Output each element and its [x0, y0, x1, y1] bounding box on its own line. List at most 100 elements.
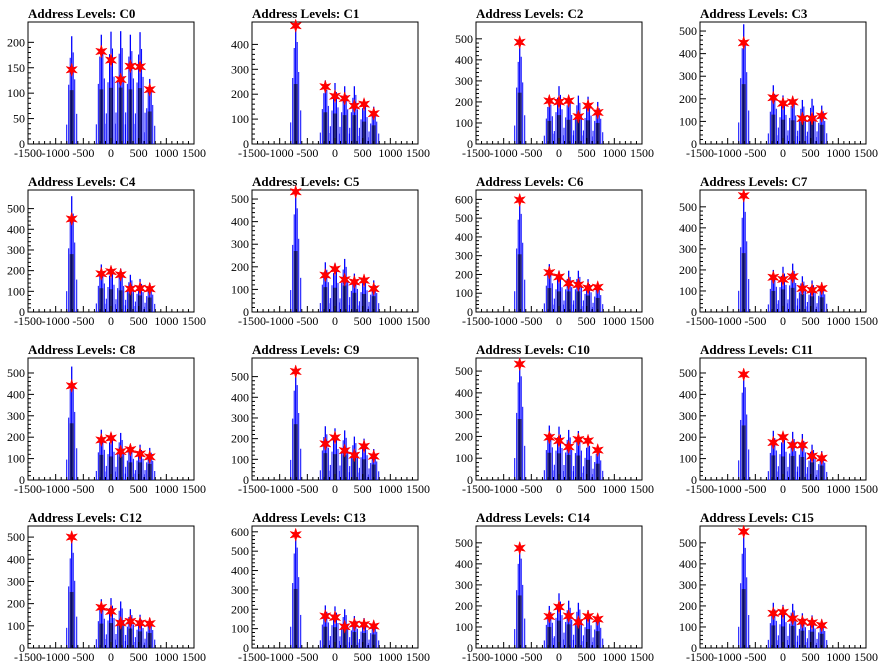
y-tick-label: 200 [7, 264, 25, 278]
x-tick-label: 1500 [854, 482, 878, 496]
histogram-peak [368, 448, 380, 480]
histogram-peak [144, 618, 156, 648]
chart-title: Address Levels: C6 [476, 174, 584, 189]
histogram-peak [329, 263, 341, 312]
histogram-peak [592, 447, 604, 480]
chart-panel-c7: Address Levels: C7 0 100 200 300 400 500 -1500-… [672, 168, 896, 336]
x-tick-label: -1000 [490, 482, 518, 496]
peak-marker [591, 442, 605, 458]
peak-marker [552, 269, 566, 285]
x-tick-label: -1000 [266, 650, 294, 664]
peak-marker [562, 439, 576, 455]
peak-marker [542, 429, 556, 445]
y-tick-label: 200 [7, 430, 25, 444]
x-tick-label: -1000 [266, 314, 294, 328]
chart-panel-c3: Address Levels: C3 0 100 200 300 400 500 -1500-… [672, 0, 896, 168]
histogram-peak [514, 41, 526, 144]
peak-marker [795, 437, 809, 453]
peak-marker [776, 604, 790, 620]
y-tick-label: 300 [679, 69, 697, 83]
peak-marker [513, 34, 527, 50]
chart-panel-c14: Address Levels: C14 0 100 200 300 400 500 -1500… [448, 504, 672, 672]
peak-marker [562, 275, 576, 291]
y-tick-label: 100 [7, 86, 25, 100]
y-tick-label: 0 [19, 305, 25, 319]
x-tick-label: 0 [556, 650, 562, 664]
chart-title: Address Levels: C1 [252, 6, 360, 21]
chart-title: Address Levels: C13 [252, 510, 366, 525]
y-tick-label: 500 [455, 211, 473, 225]
y-tick-label: 400 [679, 47, 697, 61]
x-tick-label: 0 [108, 146, 114, 160]
x-tick-label: 1500 [182, 314, 206, 328]
peak-marker [65, 211, 79, 227]
y-tick-label: 400 [455, 53, 473, 67]
histogram-peak [105, 31, 117, 144]
x-tick-label: 1000 [826, 482, 850, 496]
x-tick-label: -1500 [14, 314, 42, 328]
y-tick-label: 100 [231, 622, 249, 636]
y-tick-label: 600 [231, 525, 249, 539]
x-tick-label: 500 [802, 146, 820, 160]
y-tick-label: 400 [231, 37, 249, 51]
peak-marker [123, 281, 137, 297]
chart-svg: 0 100 200 300 400 500 -1500 -1000 -500 0 500 1000 15… [455, 21, 654, 160]
chart-svg: 0 100 200 300 400 500 -1500 -1000 -500 0 500 1000 15… [7, 189, 206, 328]
peak-marker [805, 111, 819, 126]
peak-marker [123, 58, 137, 74]
y-tick-label: 300 [679, 409, 697, 423]
x-tick-label: -500 [296, 650, 318, 664]
chart-title: Address Levels: C15 [700, 510, 814, 525]
y-tick-label: 200 [231, 87, 249, 101]
x-tick-label: 500 [578, 146, 596, 160]
y-tick-label: 300 [455, 408, 473, 422]
x-tick-label: 1000 [378, 314, 402, 328]
peak-marker [513, 540, 527, 556]
peak-marker [737, 35, 751, 51]
peak-marker [347, 616, 361, 632]
histogram-peak [124, 34, 136, 144]
x-tick-label: 1000 [154, 146, 178, 160]
peak-marker [513, 192, 527, 208]
y-tick-label: 100 [679, 284, 697, 298]
y-tick-label: 400 [679, 221, 697, 235]
x-tick-label: -500 [72, 146, 94, 160]
peak-marker [114, 444, 128, 459]
y-tick-label: 400 [7, 552, 25, 566]
peak-marker [786, 611, 800, 626]
y-tick-label: 500 [7, 202, 25, 216]
y-tick-label: 500 [679, 366, 697, 380]
x-tick-label: 1500 [854, 314, 878, 328]
y-tick-label: 400 [455, 386, 473, 400]
x-tick-label: -1500 [238, 314, 266, 328]
peak-marker [562, 93, 576, 109]
peak-marker [776, 429, 790, 445]
peak-marker [143, 82, 157, 97]
peak-marker [104, 430, 118, 446]
histogram-peak [66, 535, 78, 648]
peak-marker [318, 436, 332, 452]
x-tick-label: 500 [802, 482, 820, 496]
peak-marker [737, 524, 751, 540]
x-tick-label: -1500 [14, 146, 42, 160]
x-tick-label: -1000 [490, 650, 518, 664]
peak-marker [133, 59, 147, 75]
x-tick-label: 500 [578, 650, 596, 664]
x-tick-label: 500 [354, 146, 372, 160]
x-tick-label: -1000 [490, 146, 518, 160]
chart-title: Address Levels: C4 [28, 174, 136, 189]
y-tick-label: 100 [679, 620, 697, 634]
y-tick-label: 400 [679, 557, 697, 571]
y-tick-label: 500 [231, 370, 249, 384]
peak-marker [289, 527, 303, 543]
y-tick-label: 100 [679, 114, 697, 128]
y-tick-label: 200 [455, 267, 473, 281]
x-tick-label: -1000 [714, 650, 742, 664]
x-tick-label: 1500 [406, 314, 430, 328]
x-tick-label: -1000 [490, 314, 518, 328]
chart-panel-c11: Address Levels: C11 0 100 200 300 400 500 -1500… [672, 336, 896, 504]
peak-marker [318, 608, 332, 624]
x-tick-label: 1500 [182, 146, 206, 160]
y-tick-label: 300 [7, 243, 25, 257]
peak-marker [562, 608, 576, 624]
